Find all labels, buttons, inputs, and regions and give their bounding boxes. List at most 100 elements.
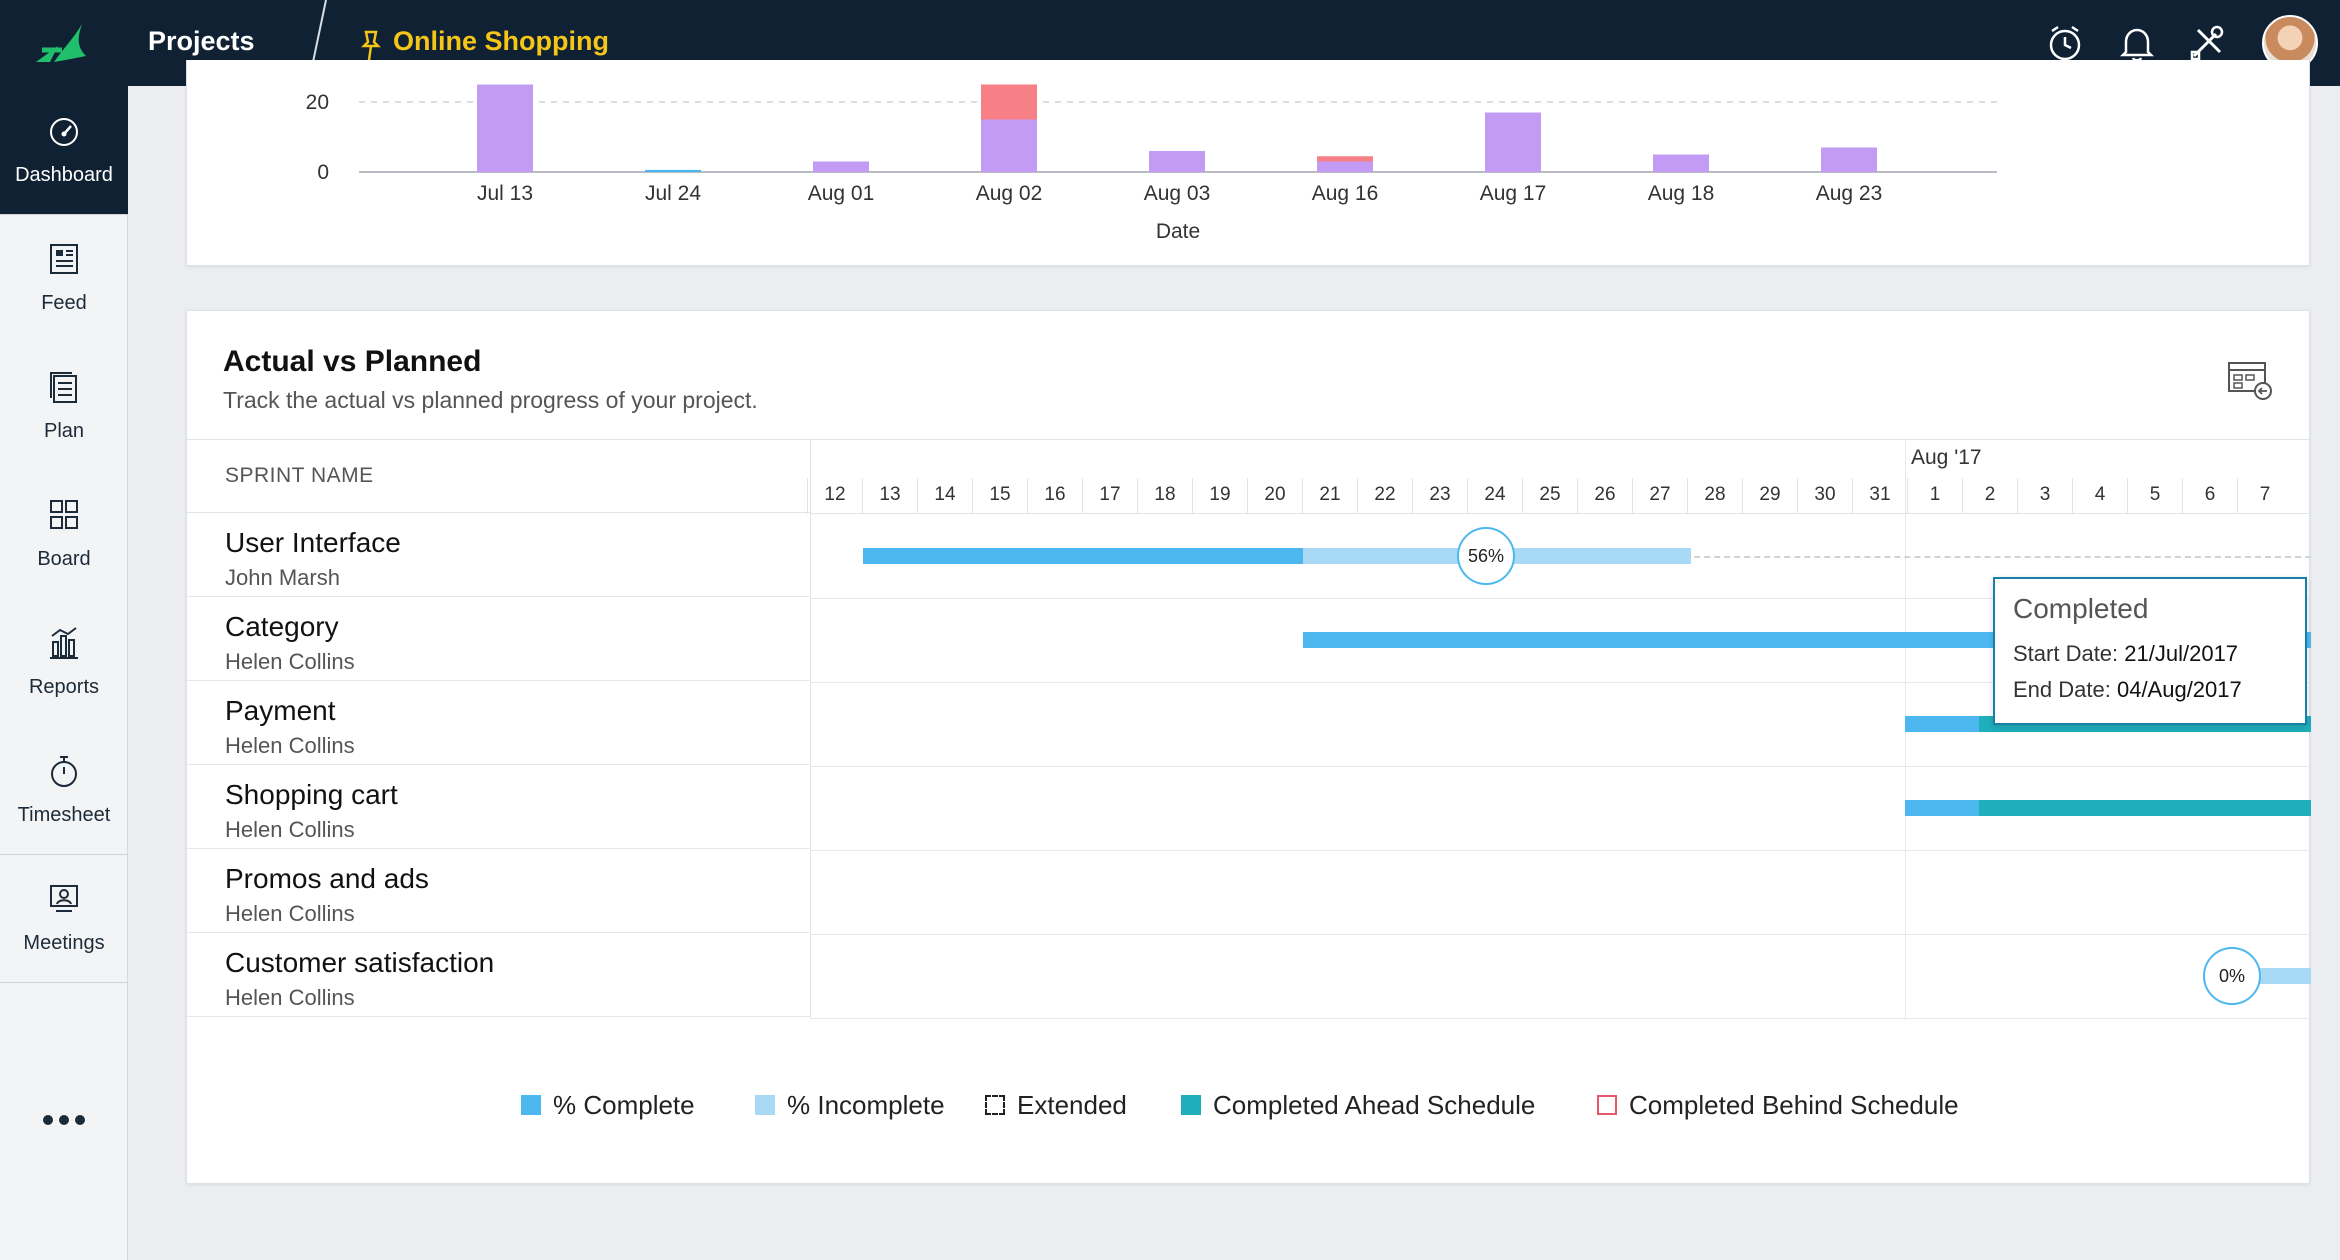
y-tick-label: 20 [306, 91, 329, 114]
sidebar-item-meetings[interactable]: Meetings [0, 854, 128, 982]
sprint-header: SPRINT NAME [187, 439, 811, 513]
legend-swatch [985, 1095, 1005, 1115]
chart-card: 0 20 Jul 13 Jul 24 Aug 01 Aug 02 Aug 03 Aug 16 A… [186, 60, 2310, 266]
legend-swatch [521, 1095, 541, 1115]
reports-icon [50, 627, 78, 659]
legend-swatch [1597, 1095, 1617, 1115]
stopwatch-icon [51, 756, 77, 787]
sidebar-item-board[interactable]: Board [0, 470, 128, 598]
day-cell: 29 [1742, 478, 1797, 514]
end-date-value: 04/Aug/2017 [2116, 677, 2242, 702]
sprint-name[interactable]: User Interface [225, 527, 401, 558]
x-tick-label: Aug 17 [1480, 182, 1547, 205]
sprint-owner: Helen Collins [225, 817, 355, 842]
day-cell: 25 [1522, 478, 1577, 514]
day-cell: 16 [1027, 478, 1082, 514]
card-title: Actual vs Planned [223, 345, 482, 378]
day-cell: 4 [2072, 478, 2127, 514]
y-tick-label: 0 [317, 161, 329, 184]
sprint-row[interactable]: User Interface John Marsh [187, 513, 811, 597]
complete-bar[interactable] [863, 548, 1303, 564]
tooltip-title: Completed [2013, 593, 2149, 624]
sprint-header-label: SPRINT NAME [225, 464, 374, 487]
more-icon[interactable] [40, 1114, 88, 1126]
sprint-name[interactable]: Customer satisfaction [225, 947, 495, 978]
actual-vs-planned-card: Actual vs Planned Track the actual vs pl… [186, 310, 2311, 1184]
day-cell: 12 [807, 478, 862, 514]
bar [981, 119, 1037, 172]
clock-icon[interactable] [2044, 22, 2086, 64]
tooltip-end-date: End Date: 04/Aug/2017 [2013, 677, 2242, 703]
ahead-bar[interactable] [1979, 800, 2311, 816]
projects-title[interactable]: Projects [148, 26, 255, 56]
legend-swatch [1181, 1095, 1201, 1115]
percent-bubble[interactable]: 56% [1457, 527, 1515, 585]
sidebar-item-label: Feed [41, 292, 87, 314]
sprint-row[interactable]: Shopping cart Helen Collins [187, 765, 811, 849]
bar [477, 84, 533, 172]
legend-label: Completed Behind Schedule [1629, 1090, 1959, 1120]
sprint-name[interactable]: Payment [225, 695, 336, 726]
sidebar-item-feed[interactable]: Feed [0, 214, 128, 342]
incomplete-bar[interactable] [2247, 968, 2311, 984]
day-cell: 23 [1412, 478, 1467, 514]
sidebar-item-label: Meetings [23, 932, 105, 954]
x-tick-label: Aug 18 [1648, 182, 1715, 205]
month-label: Aug '17 [1911, 446, 1982, 469]
sidebar-item-dashboard[interactable]: Dashboard [0, 86, 128, 214]
day-cell: 6 [2182, 478, 2237, 514]
day-cell: 13 [862, 478, 917, 514]
bar [1821, 147, 1877, 172]
start-date-value: 21/Jul/2017 [2124, 641, 2239, 666]
sprint-column: SPRINT NAME User Interface John Marsh Ca… [187, 439, 811, 1019]
sprint-name[interactable]: Shopping cart [225, 779, 398, 810]
legend-label: Extended [1017, 1090, 1127, 1120]
legend-label: % Incomplete [787, 1090, 945, 1120]
sprint-name[interactable]: Promos and ads [225, 863, 429, 894]
day-cell: 1 [1907, 478, 1962, 514]
sprint-owner: Helen Collins [225, 649, 355, 674]
bar [1149, 151, 1205, 172]
sprint-name[interactable]: Category [225, 611, 339, 642]
sidebar-item-timesheet[interactable]: Timesheet [0, 726, 128, 854]
complete-bar[interactable] [1905, 716, 1979, 732]
legend-label: % Complete [553, 1090, 695, 1120]
sidebar-item-reports[interactable]: Reports [0, 598, 128, 726]
legend-swatch [755, 1095, 775, 1115]
day-cell: 24 [1467, 478, 1522, 514]
day-cell: 7 [2237, 478, 2292, 514]
app-logo-icon[interactable] [28, 16, 98, 72]
day-cell: 14 [917, 478, 972, 514]
day-cell: 5 [2127, 478, 2182, 514]
plan-icon [50, 372, 77, 403]
x-tick-label: Aug 02 [976, 182, 1043, 205]
x-tick-label: Jul 13 [477, 182, 533, 205]
export-icon[interactable] [2227, 359, 2273, 401]
bell-icon[interactable] [2116, 22, 2158, 64]
feed-icon [50, 244, 78, 274]
legend: % Complete % Incomplete Extended Complet… [187, 1085, 2311, 1125]
sprint-row[interactable]: Promos and ads Helen Collins [187, 849, 811, 933]
sidebar-item-label: Reports [28, 676, 100, 698]
sidebar-item-plan[interactable]: Plan [0, 342, 128, 470]
tools-icon[interactable] [2186, 22, 2228, 64]
day-cell: 31 [1852, 478, 1907, 514]
day-cell: 30 [1797, 478, 1852, 514]
project-name[interactable]: Online Shopping [393, 26, 609, 56]
tooltip-start-date: Start Date: 21/Jul/2017 [2013, 641, 2238, 667]
day-cell: 26 [1577, 478, 1632, 514]
end-date-label: End Date: [2013, 677, 2111, 702]
sprint-row[interactable]: Category Helen Collins [187, 597, 811, 681]
bar [1653, 154, 1709, 172]
sprint-row[interactable]: Customer satisfaction Helen Collins [187, 933, 811, 1017]
x-tick-label: Aug 01 [808, 182, 875, 205]
start-date-label: Start Date: [2013, 641, 2119, 666]
percent-bubble[interactable]: 0% [2203, 947, 2261, 1005]
sidebar-item-label: Board [37, 548, 91, 570]
sidebar-item-label: Plan [43, 420, 85, 442]
x-tick-label: Jul 24 [645, 182, 701, 205]
day-cell: 2 [1962, 478, 2017, 514]
sprint-owner: Helen Collins [225, 985, 355, 1010]
complete-bar[interactable] [1905, 800, 1979, 816]
sprint-row[interactable]: Payment Helen Collins [187, 681, 811, 765]
